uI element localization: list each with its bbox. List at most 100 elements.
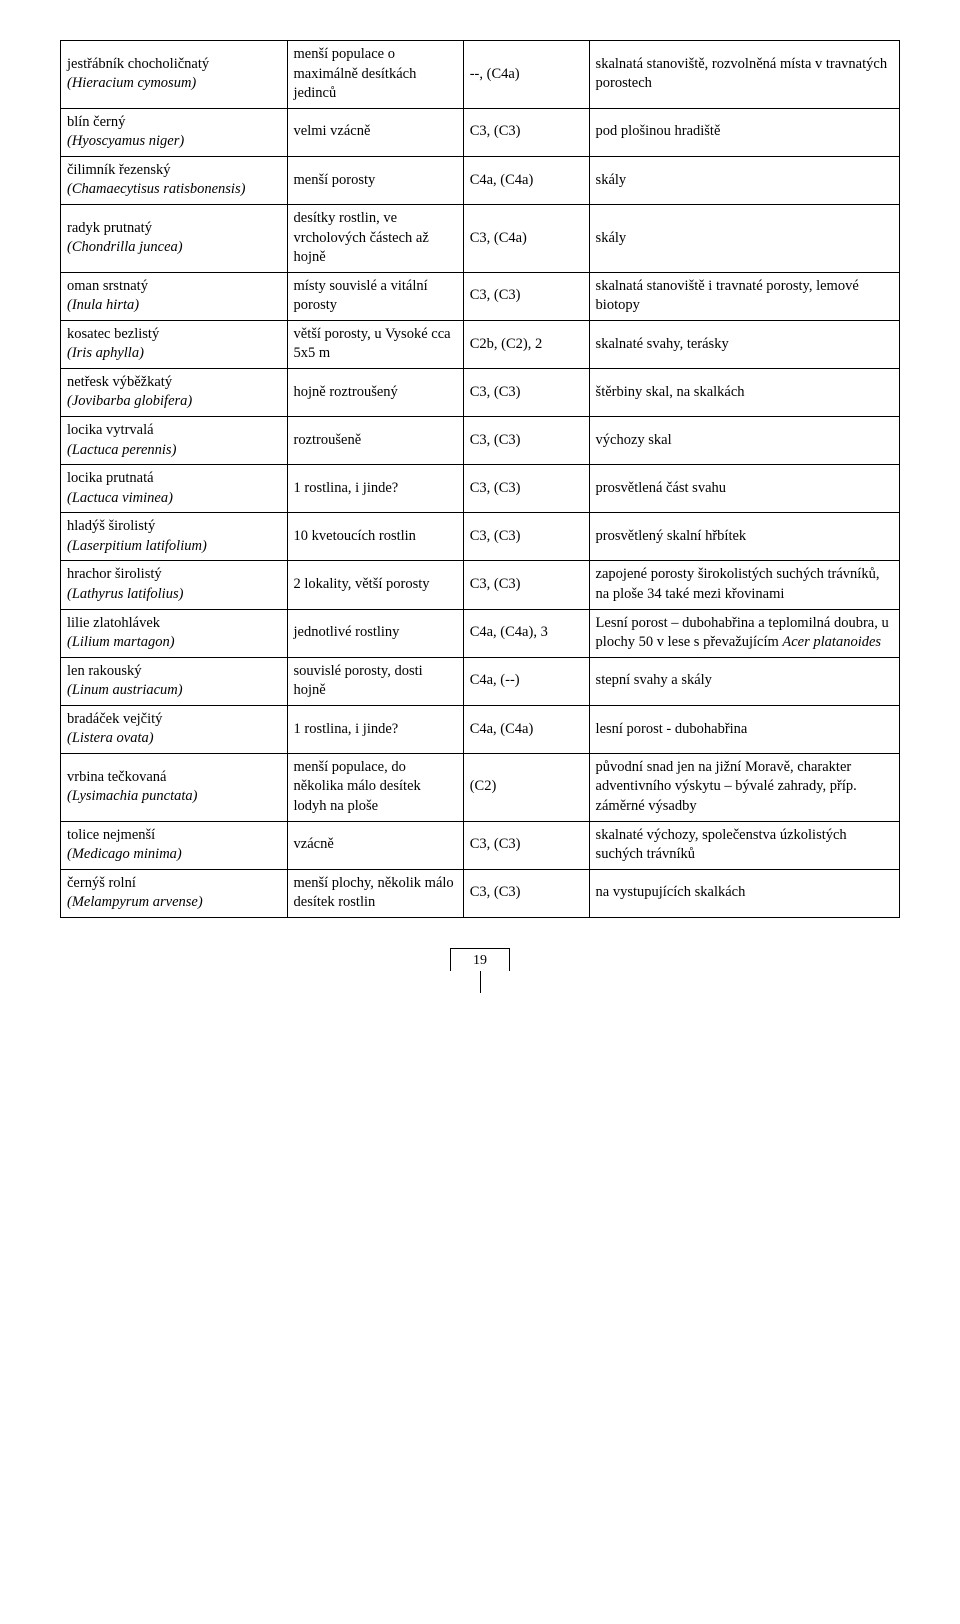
status-cell: C3, (C3) [463, 821, 589, 869]
species-name-cs: bradáček vejčitý [67, 711, 162, 727]
species-name-lat: (Inula hirta) [67, 297, 139, 313]
status-cell: C3, (C3) [463, 272, 589, 320]
table-row: oman srstnatý (Inula hirta) místy souvislé… [61, 272, 900, 320]
table-row: lilie zlatohlávek (Lilium martagon) jednot… [61, 609, 900, 657]
species-name-lat: (Hieracium cymosum) [67, 75, 196, 91]
table-row: radyk prutnatý (Chondrilla juncea) desítky… [61, 204, 900, 272]
habitat-cell: prosvětlený skalní hřbítek [589, 513, 899, 561]
abundance-cell: souvislé porosty, dosti hojně [287, 657, 463, 705]
species-name-cell: hrachor širolistý(Lathyrus latifolius) [61, 561, 288, 609]
habitat-italic: Acer platanoides [782, 634, 881, 650]
status-cell: C4a, (C4a) [463, 705, 589, 753]
status-cell: C3, (C3) [463, 368, 589, 416]
abundance-cell: velmi vzácně [287, 108, 463, 156]
habitat-cell: výchozy skal [589, 417, 899, 465]
species-name-cs: blín černý [67, 114, 125, 130]
species-name-cell: vrbina tečkovaná (Lysimachia punctata) [61, 753, 288, 821]
species-name-cs: černýš rolní [67, 875, 136, 891]
habitat-cell: skalnatá stanoviště, rozvolněná místa v … [589, 41, 899, 109]
abundance-cell: hojně roztroušený [287, 368, 463, 416]
habitat-cell: prosvětlená část svahu [589, 465, 899, 513]
species-name-cell: blín černý (Hyoscyamus niger) [61, 108, 288, 156]
table-row: hladýš širolistý(Laserpitium latifolium)… [61, 513, 900, 561]
habitat-cell: štěrbiny skal, na skalkách [589, 368, 899, 416]
species-name-cell: lilie zlatohlávek (Lilium martagon) [61, 609, 288, 657]
species-name-cell: hladýš širolistý(Laserpitium latifolium) [61, 513, 288, 561]
abundance-cell: 1 rostlina, i jinde? [287, 465, 463, 513]
status-cell: --, (C4a) [463, 41, 589, 109]
abundance-cell: desítky rostlin, ve vrcholových částech … [287, 204, 463, 272]
species-name-cell: čilimník řezenský (Chamaecytisus ratisbon… [61, 156, 288, 204]
species-name-cs: radyk prutnatý [67, 220, 152, 236]
species-name-cs: len rakouský [67, 663, 142, 679]
abundance-cell: menší plochy, několik málo desítek rostl… [287, 869, 463, 917]
species-name-lat: (Chondrilla juncea) [67, 239, 183, 255]
habitat-cell: na vystupujících skalkách [589, 869, 899, 917]
status-cell: (C2) [463, 753, 589, 821]
habitat-cell: skály [589, 204, 899, 272]
species-name-cs: čilimník řezenský [67, 162, 170, 178]
species-name-cs: locika prutnatá [67, 470, 154, 486]
species-name-cs: lilie zlatohlávek [67, 615, 160, 631]
species-name-lat: (Lysimachia punctata) [67, 788, 197, 804]
abundance-cell: menší populace o maximálně desítkách jed… [287, 41, 463, 109]
species-name-lat: (Medicago minima) [67, 846, 182, 862]
species-name-lat: (Lathyrus latifolius) [67, 586, 183, 602]
species-table-body: jestřábník chocholičnatý (Hieracium cymos… [61, 41, 900, 918]
table-row: locika vytrvalá (Lactuca perennis) roztrou… [61, 417, 900, 465]
status-cell: C2b, (C2), 2 [463, 320, 589, 368]
species-name-cell: tolice nejmenší (Medicago minima) [61, 821, 288, 869]
species-name-lat: (Lactuca perennis) [67, 442, 176, 458]
species-name-cs: oman srstnatý [67, 278, 148, 294]
table-row: netřesk výběžkatý(Jovibarba globifera)ho… [61, 368, 900, 416]
species-name-lat: (Hyoscyamus niger) [67, 133, 184, 149]
abundance-cell: větší porosty, u Vysoké cca 5x5 m [287, 320, 463, 368]
table-row: locika prutnatá (Lactuca viminea) 1 rostli… [61, 465, 900, 513]
habitat-cell: skalnaté svahy, terásky [589, 320, 899, 368]
species-name-lat: (Jovibarba globifera) [67, 393, 192, 409]
species-name-cell: oman srstnatý (Inula hirta) [61, 272, 288, 320]
species-name-lat: (Lactuca viminea) [67, 490, 173, 506]
species-name-cell: locika vytrvalá (Lactuca perennis) [61, 417, 288, 465]
habitat-cell: skály [589, 156, 899, 204]
status-cell: C3, (C3) [463, 465, 589, 513]
species-name-cs: vrbina tečkovaná [67, 769, 166, 785]
page-number-box: 19 [450, 948, 510, 993]
species-name-lat: (Lilium martagon) [67, 634, 175, 650]
abundance-cell: jednotlivé rostliny [287, 609, 463, 657]
table-row: len rakouský (Linum austriacum) souvislé p… [61, 657, 900, 705]
species-name-cs: kosatec bezlistý [67, 326, 159, 342]
status-cell: C3, (C4a) [463, 204, 589, 272]
species-name-lat: (Chamaecytisus ratisbonensis) [67, 181, 245, 197]
status-cell: C4a, (C4a) [463, 156, 589, 204]
habitat-cell: zapojené porosty širokolistých suchých t… [589, 561, 899, 609]
status-cell: C3, (C3) [463, 561, 589, 609]
species-name-cs: tolice nejmenší [67, 827, 155, 843]
table-row: hrachor širolistý(Lathyrus latifolius)2 … [61, 561, 900, 609]
table-row: vrbina tečkovaná(Lysimachia punctata)men… [61, 753, 900, 821]
status-cell: C3, (C3) [463, 869, 589, 917]
species-name-cs: locika vytrvalá [67, 422, 154, 438]
species-name-cell: černýš rolní(Melampyrum arvense) [61, 869, 288, 917]
status-cell: C3, (C3) [463, 108, 589, 156]
status-cell: C3, (C3) [463, 417, 589, 465]
habitat-cell: lesní porost - dubohabřina [589, 705, 899, 753]
species-name-lat: (Linum austriacum) [67, 682, 183, 698]
species-name-cell: kosatec bezlistý (Iris aphylla) [61, 320, 288, 368]
species-name-cs: jestřábník chocholičnatý [67, 56, 209, 72]
abundance-cell: 1 rostlina, i jinde? [287, 705, 463, 753]
habitat-cell: původní snad jen na jižní Moravě, charak… [589, 753, 899, 821]
table-row: blín černý (Hyoscyamus niger) velmi vzácně… [61, 108, 900, 156]
table-row: čilimník řezenský (Chamaecytisus ratisbon… [61, 156, 900, 204]
status-cell: C4a, (C4a), 3 [463, 609, 589, 657]
table-row: černýš rolní(Melampyrum arvense)menší pl… [61, 869, 900, 917]
abundance-cell: roztroušeně [287, 417, 463, 465]
table-row: tolice nejmenší(Medicago minima)vzácněC3… [61, 821, 900, 869]
species-name-lat: (Iris aphylla) [67, 345, 144, 361]
status-cell: C3, (C3) [463, 513, 589, 561]
abundance-cell: 2 lokality, větší porosty [287, 561, 463, 609]
abundance-cell: místy souvislé a vitální porosty [287, 272, 463, 320]
species-name-lat: (Listera ovata) [67, 730, 154, 746]
species-name-cell: netřesk výběžkatý(Jovibarba globifera) [61, 368, 288, 416]
species-name-lat: (Laserpitium latifolium) [67, 538, 207, 554]
